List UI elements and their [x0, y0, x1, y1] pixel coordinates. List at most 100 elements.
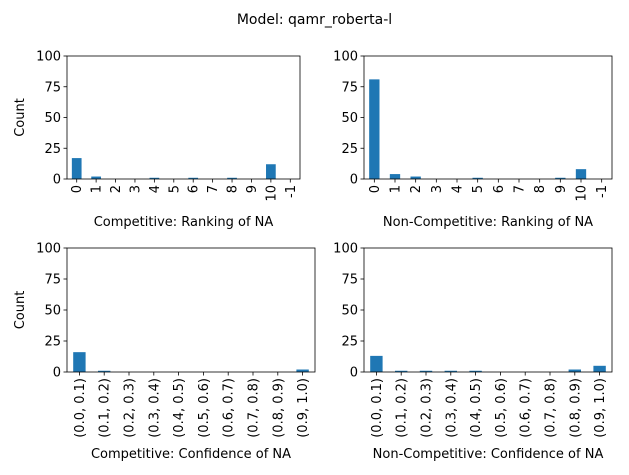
- y-tick-label: 75: [44, 80, 61, 95]
- bar: [188, 177, 199, 179]
- x-tick-label: (0.8, 0.9): [271, 378, 286, 438]
- y-tick-label: 50: [44, 111, 61, 126]
- bar: [389, 174, 401, 179]
- bar: [472, 177, 483, 179]
- bar: [227, 177, 237, 179]
- y-tick-label: 0: [350, 366, 358, 381]
- x-tick-label: 10: [575, 185, 590, 202]
- x-axis-label: Non-Competitive: Confidence of NA: [373, 447, 604, 462]
- x-tick-label: 3: [430, 185, 445, 193]
- x-tick-label: 0: [368, 185, 383, 193]
- y-tick-label: 75: [44, 273, 61, 288]
- bar: [266, 164, 276, 179]
- y-axis-label: Count: [13, 98, 28, 137]
- x-tick-label: 2: [109, 185, 124, 193]
- figure-suptitle: Model: qamr_roberta-l: [237, 12, 392, 28]
- x-tick-label: (0.0, 0.1): [73, 378, 88, 438]
- bar: [369, 79, 380, 179]
- bar: [575, 169, 587, 179]
- x-tick-label: 2: [409, 185, 424, 193]
- x-tick-label: (0.8, 0.9): [568, 378, 583, 438]
- y-tick-label: 25: [44, 142, 61, 157]
- x-tick-label: 7: [206, 185, 221, 193]
- bar: [73, 352, 86, 372]
- x-tick-label: 5: [471, 185, 486, 193]
- x-tick-label: 1: [90, 185, 105, 193]
- y-tick-label: 25: [341, 335, 358, 350]
- y-tick-label: 50: [341, 304, 358, 319]
- y-tick-label: 0: [53, 173, 61, 188]
- x-tick-label: (0.9, 1.0): [296, 378, 311, 438]
- y-tick-label: 100: [333, 50, 358, 65]
- bar: [149, 177, 160, 179]
- x-tick-label: 0: [70, 185, 85, 193]
- x-tick-label: (0.5, 0.6): [197, 378, 212, 438]
- x-tick-label: 3: [128, 185, 143, 193]
- subplot-bottom-right: 0 25 50 75 100 (0.0, 0.1) (0.1, 0.2) (0.2, 0.3)…: [333, 242, 613, 462]
- x-tick-label: 9: [245, 185, 260, 193]
- x-tick-label: (0.9, 1.0): [593, 378, 608, 438]
- bar: [410, 176, 421, 179]
- x-tick-label: (0.0, 0.1): [370, 378, 385, 438]
- y-tick-label: 25: [44, 335, 61, 350]
- x-tick-label: (0.2, 0.3): [420, 378, 435, 438]
- bar: [91, 176, 101, 179]
- y-tick-label: 50: [44, 304, 61, 319]
- y-tick-label: 0: [350, 173, 358, 188]
- x-axis-label: Competitive: Confidence of NA: [91, 447, 291, 462]
- bar: [555, 177, 566, 179]
- y-tick-label: 75: [341, 273, 358, 288]
- x-tick-label: 10: [264, 185, 279, 202]
- x-tick-label: (0.6, 0.7): [222, 378, 237, 438]
- subplot-bottom-left: 0 25 50 75 100 (0.0, 0.1) (0.1, 0.2) (0.2, 0.3)…: [13, 242, 316, 462]
- x-tick-label: 8: [533, 185, 548, 193]
- bar: [469, 370, 482, 372]
- bar: [98, 370, 111, 372]
- y-tick-label: 100: [36, 50, 61, 65]
- x-tick-label: 4: [451, 185, 466, 193]
- y-tick-label: 100: [333, 242, 358, 257]
- x-tick-label: (0.4, 0.5): [172, 378, 187, 438]
- bar: [395, 370, 408, 372]
- x-tick-label: 6: [187, 185, 202, 193]
- x-tick-label: -1: [595, 185, 610, 198]
- x-tick-label: 6: [492, 185, 507, 193]
- y-tick-label: 25: [341, 142, 358, 157]
- x-tick-label: 1: [389, 185, 404, 193]
- y-axis-label: Count: [13, 291, 28, 330]
- x-tick-label: (0.7, 0.8): [544, 378, 559, 438]
- y-tick-label: 50: [341, 111, 358, 126]
- bar: [370, 355, 383, 372]
- y-tick-label: 100: [36, 242, 61, 257]
- x-tick-label: 8: [226, 185, 241, 193]
- x-tick-label: (0.3, 0.4): [147, 378, 162, 438]
- bar: [593, 365, 606, 372]
- x-tick-label: (0.6, 0.7): [519, 378, 534, 438]
- x-tick-label: (0.1, 0.2): [98, 378, 113, 438]
- x-tick-label: (0.3, 0.4): [444, 378, 459, 438]
- x-tick-label: 5: [167, 185, 182, 193]
- x-tick-label: 4: [148, 185, 163, 193]
- y-tick-label: 0: [53, 366, 61, 381]
- bar: [444, 370, 457, 372]
- y-tick-label: 75: [341, 80, 358, 95]
- x-axis-label: Competitive: Ranking of NA: [94, 215, 274, 230]
- x-tick-label: (0.1, 0.2): [395, 378, 410, 438]
- x-axis-label: Non-Competitive: Ranking of NA: [383, 215, 593, 230]
- bar: [419, 370, 433, 372]
- bar: [296, 369, 309, 372]
- x-tick-label: 9: [554, 185, 569, 193]
- x-tick-label: -1: [284, 185, 299, 198]
- bar: [71, 158, 82, 179]
- x-tick-label: (0.5, 0.6): [494, 378, 509, 438]
- x-tick-label: (0.2, 0.3): [123, 378, 138, 438]
- x-tick-label: (0.7, 0.8): [247, 378, 262, 438]
- bar: [568, 369, 581, 372]
- x-tick-label: (0.4, 0.5): [469, 378, 484, 438]
- x-tick-label: 7: [513, 185, 528, 193]
